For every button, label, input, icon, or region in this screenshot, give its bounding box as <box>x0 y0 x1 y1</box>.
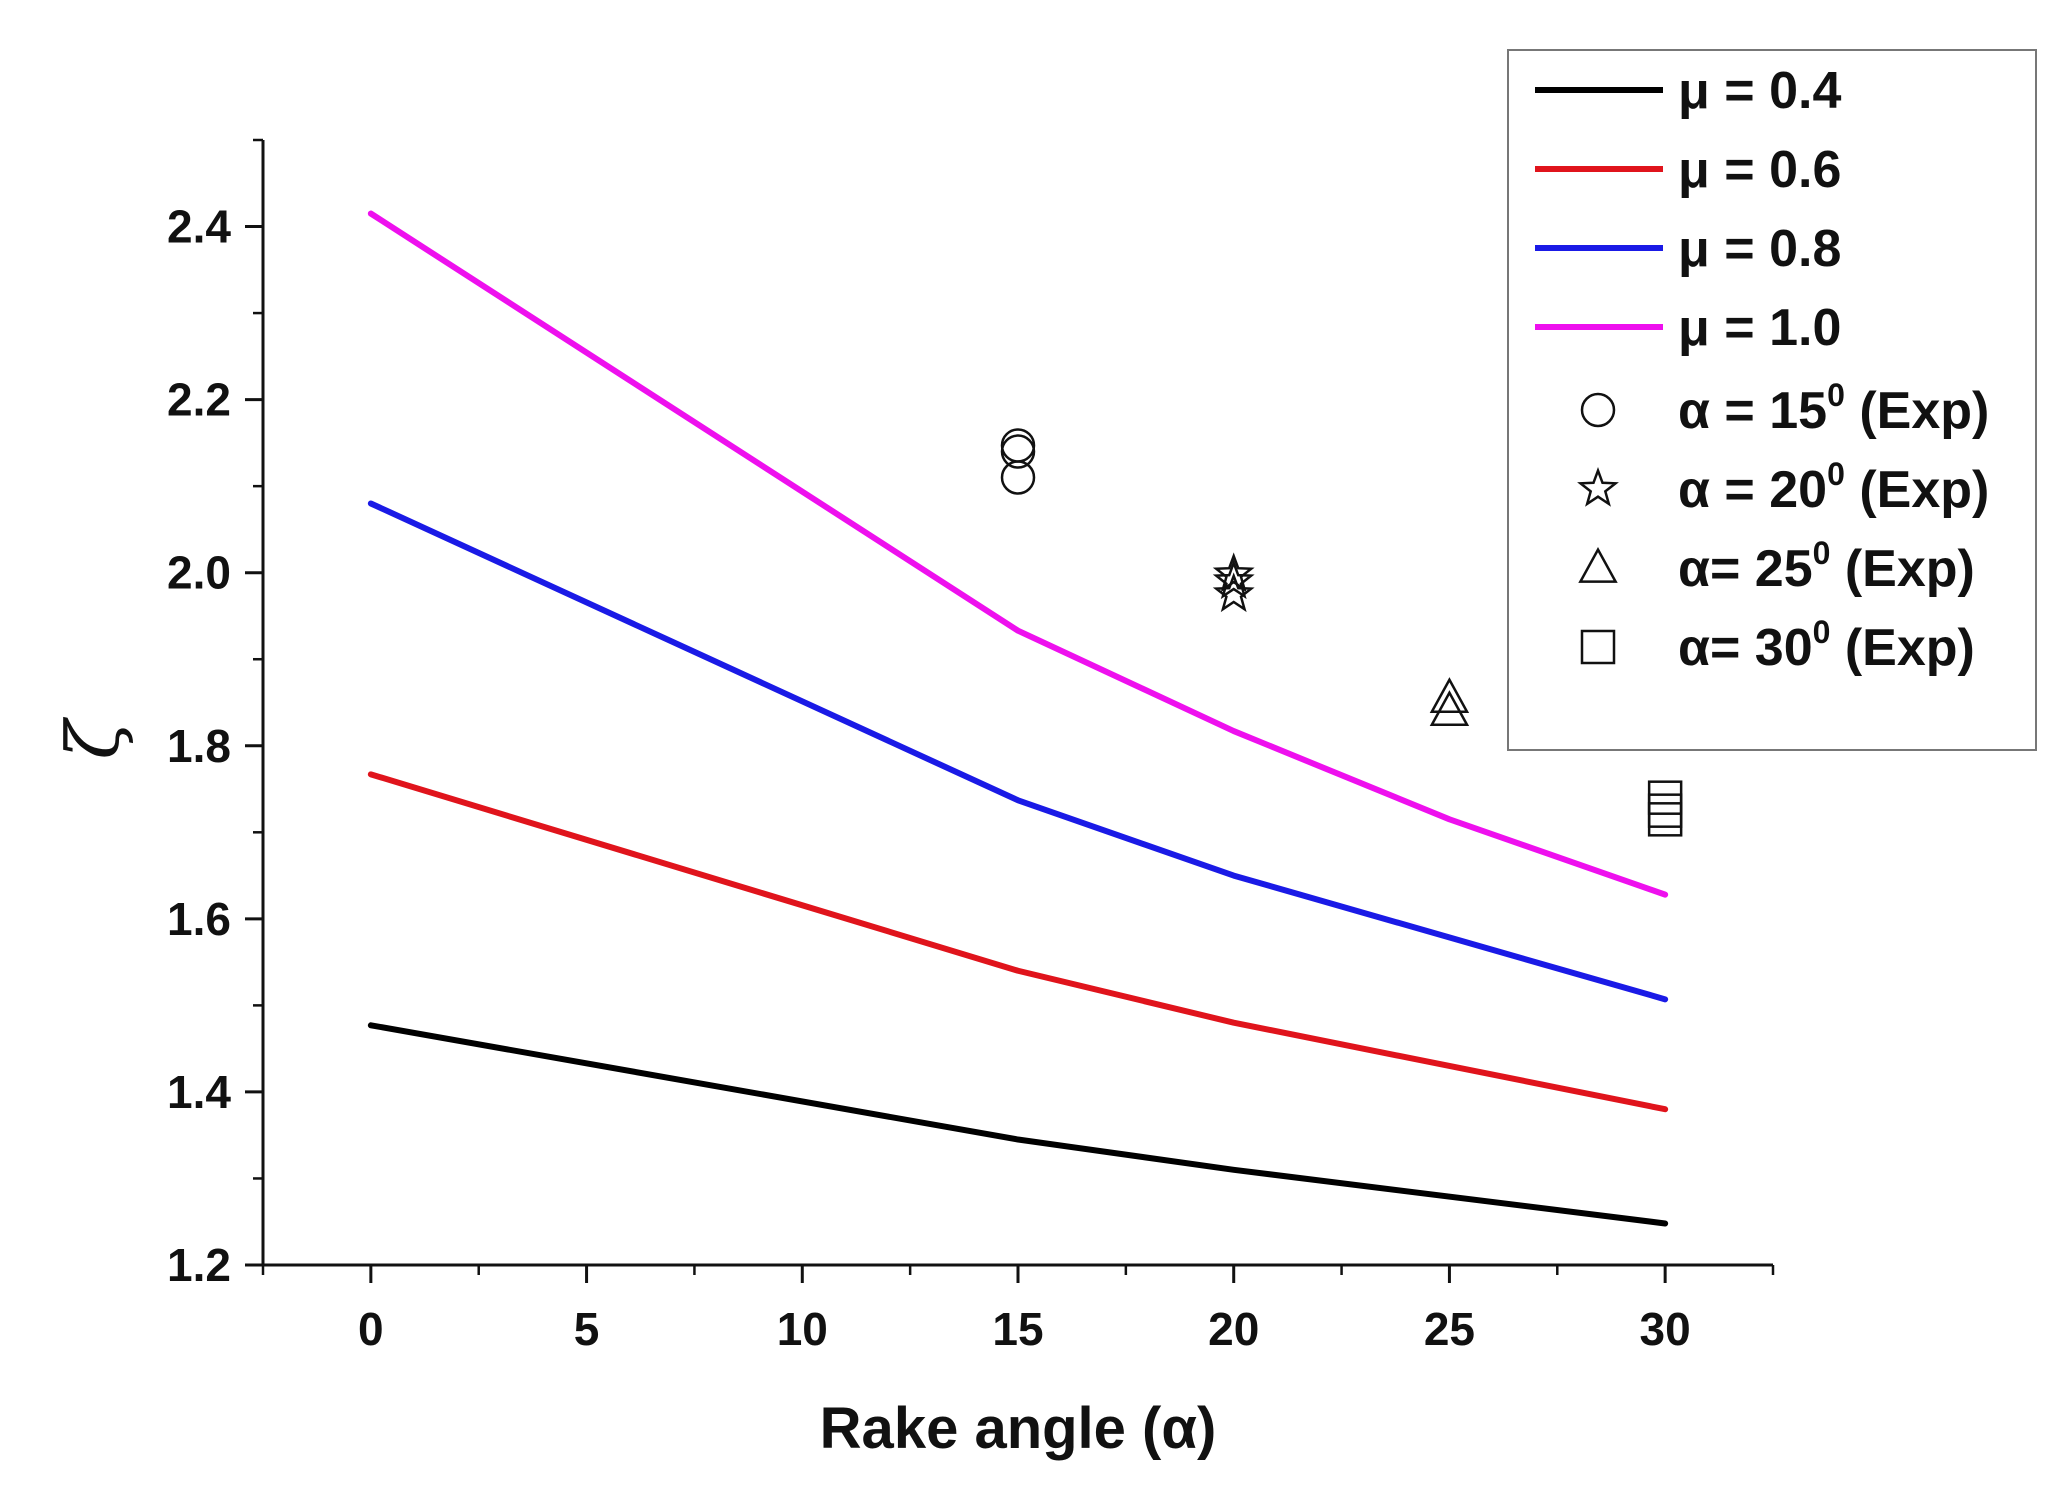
exp-marker-circle-2 <box>1000 460 1036 495</box>
legend-label-2: μ = 0.8 <box>1678 220 1841 278</box>
legend-label-exp-3: α= 300 (Exp) <box>1678 614 1975 677</box>
legend-label-0: μ = 0.4 <box>1678 62 1841 120</box>
legend-marker-square <box>1580 629 1616 665</box>
legend-marker-triangle <box>1578 547 1618 583</box>
x-tick-label: 0 <box>358 1303 384 1355</box>
series-line-3 <box>367 210 1669 898</box>
legend-marker-circle <box>1580 392 1616 428</box>
exp-marker-star-2 <box>1212 572 1255 613</box>
exp-marker-triangle-0 <box>1429 677 1470 714</box>
experimental-markers <box>1000 428 1683 837</box>
exp-marker-square-1 <box>1647 793 1683 828</box>
legend: μ = 0.4 μ = 0.6 μ = 0.8 μ = 1.0 α = 150 (Exp… <box>1507 49 2037 751</box>
y-axis-title: ζ <box>51 717 135 760</box>
x-tick-label: 25 <box>1424 1303 1475 1355</box>
x-axis-title: Rake angle (α) <box>820 1396 1217 1461</box>
series-lines <box>367 210 1669 1227</box>
legend-label-exp-0: α = 150 (Exp) <box>1678 377 1989 440</box>
x-tick-label: 10 <box>777 1303 828 1355</box>
exp-marker-star-1 <box>1212 559 1255 600</box>
y-tick-label: 2.4 <box>167 201 231 253</box>
x-tick-label: 20 <box>1208 1303 1259 1355</box>
exp-marker-square-0 <box>1647 780 1683 815</box>
y-tick-label: 1.4 <box>167 1066 231 1118</box>
x-tick-label: 5 <box>574 1303 600 1355</box>
exp-marker-star-0 <box>1212 552 1255 593</box>
y-tick-label: 2.2 <box>167 374 231 426</box>
y-tick-label: 1.8 <box>167 720 231 772</box>
exp-marker-triangle-1 <box>1429 690 1470 727</box>
legend-label-exp-1: α = 200 (Exp) <box>1678 456 1989 519</box>
y-tick-label: 2.0 <box>167 547 231 599</box>
x-tick-label: 30 <box>1640 1303 1691 1355</box>
legend-label-exp-2: α= 250 (Exp) <box>1678 535 1975 598</box>
y-tick-label: 1.2 <box>167 1239 231 1291</box>
legend-marker-star <box>1577 466 1619 507</box>
series-line-1 <box>367 771 1669 1113</box>
exp-marker-circle-1 <box>1000 434 1036 469</box>
exp-marker-circle-0 <box>1000 428 1036 463</box>
exp-marker-square-2 <box>1647 802 1683 837</box>
axes: 0 5 10 15 20 25 30 1.2 1.4 1.6 1.8 2.0 2.2 2.4 <box>167 138 1775 1355</box>
series-line-2 <box>367 500 1669 1003</box>
series-line-0 <box>367 1022 1669 1227</box>
legend-label-3: μ = 1.0 <box>1678 299 1841 357</box>
y-tick-label: 1.6 <box>167 893 231 945</box>
legend-label-1: μ = 0.6 <box>1678 141 1841 199</box>
x-tick-label: 15 <box>992 1303 1043 1355</box>
